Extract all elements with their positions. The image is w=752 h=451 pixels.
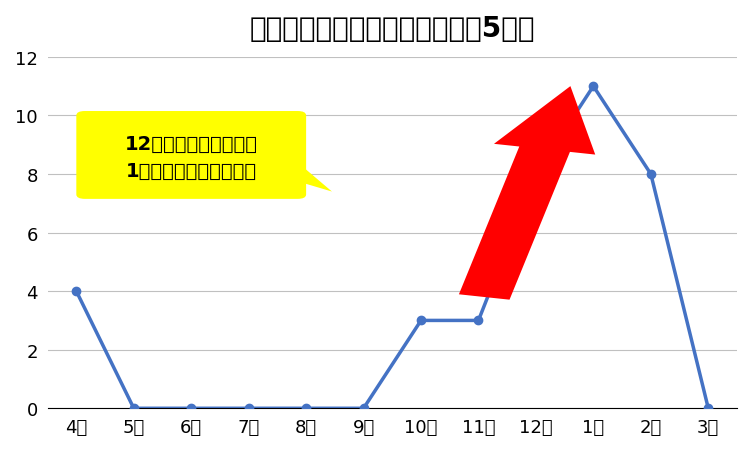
Title: ストーブ火災の発生状況（過去5年）: ストーブ火災の発生状況（過去5年） [250,15,535,43]
FancyBboxPatch shape [76,112,306,199]
Text: 12月にかけて急増し、: 12月にかけて急増し、 [125,134,258,153]
Polygon shape [298,163,332,192]
Text: 1月にピークを迎えます: 1月にピークを迎えます [126,162,256,181]
Polygon shape [459,87,596,300]
